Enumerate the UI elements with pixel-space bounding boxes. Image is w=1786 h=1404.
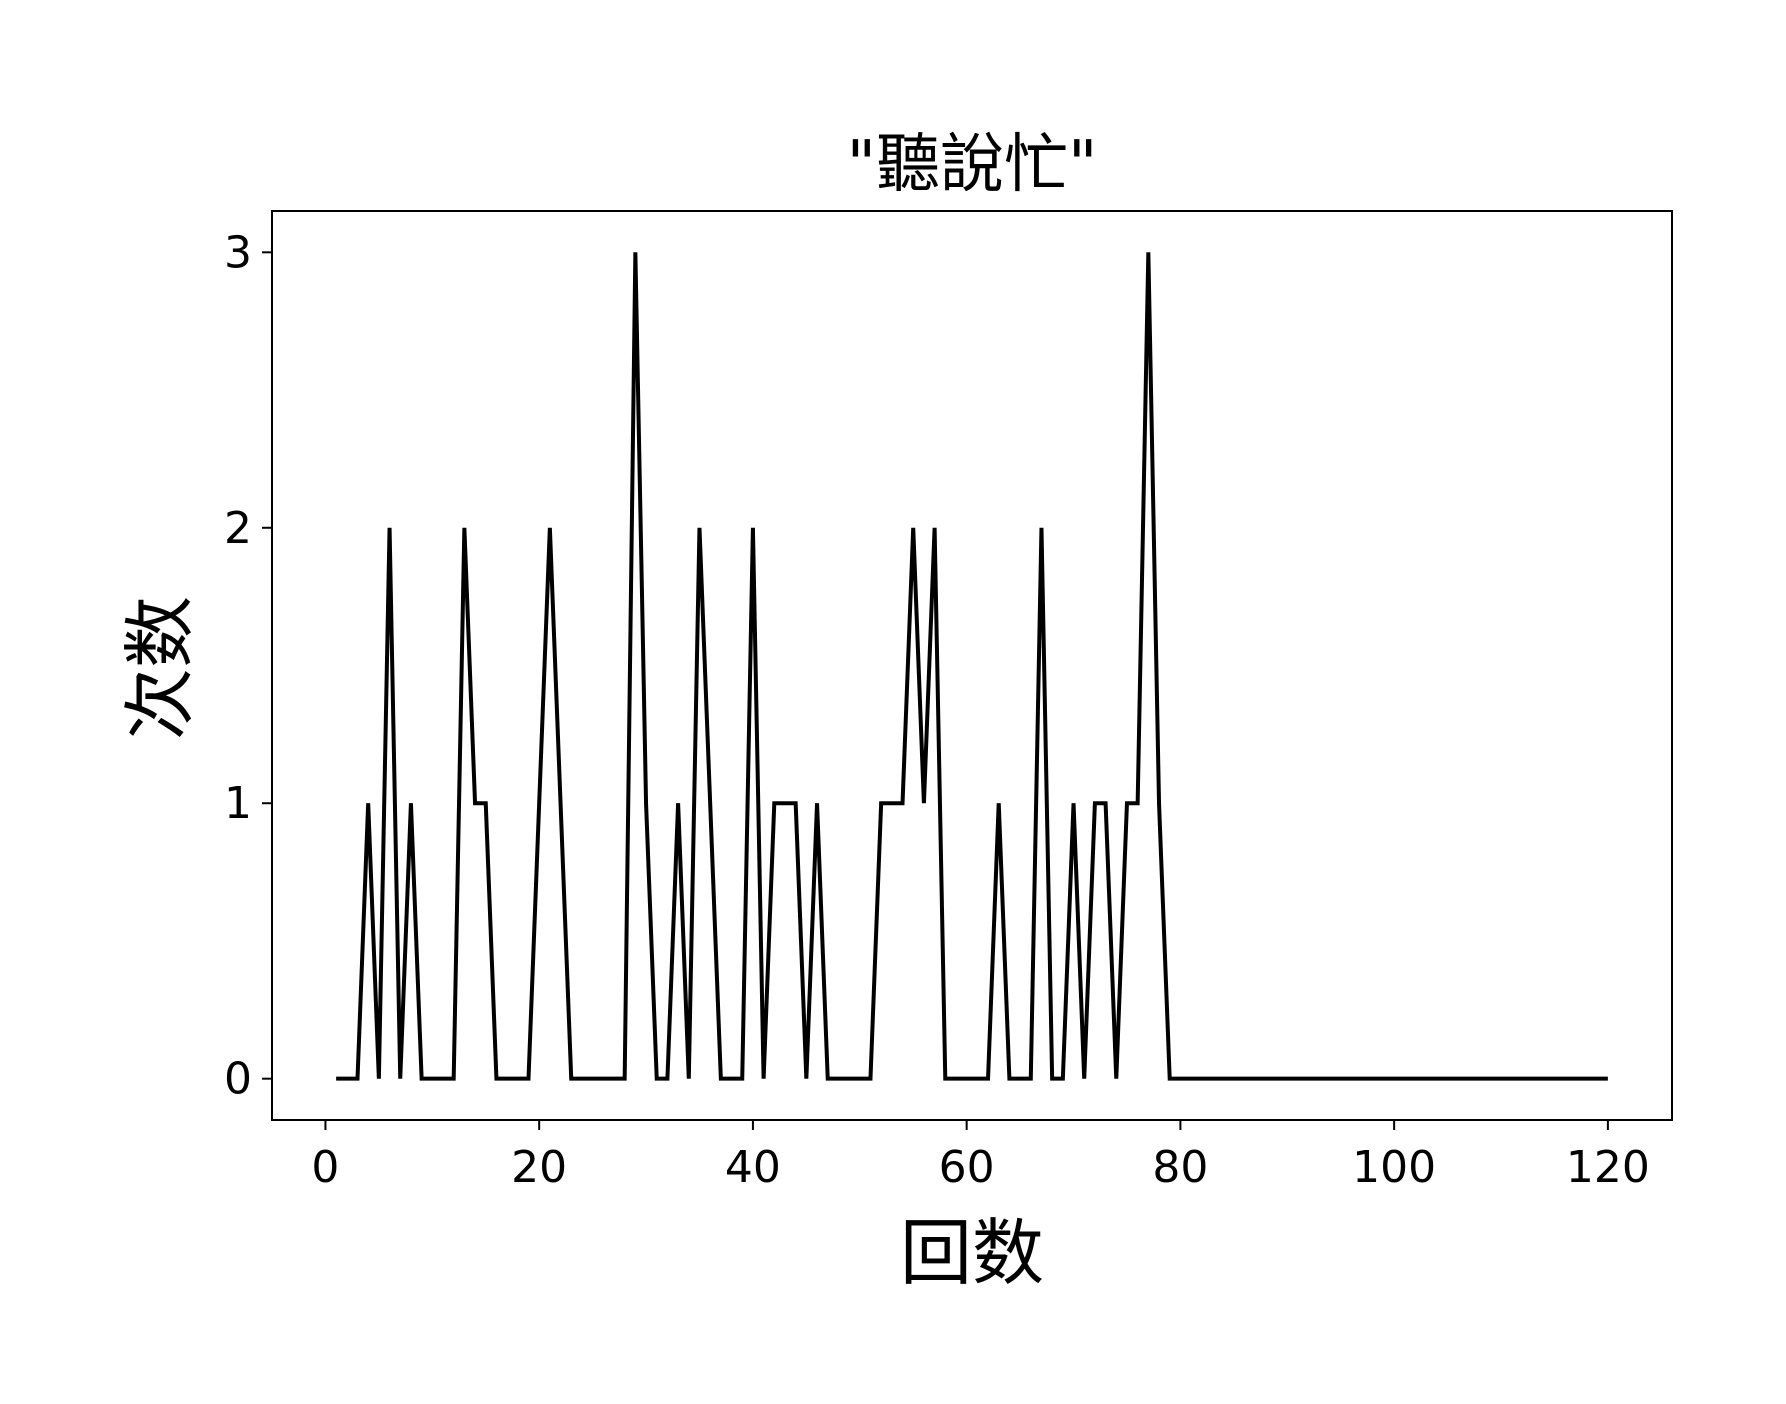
y-axis-label: 次数 bbox=[118, 596, 202, 740]
y-tick-label: 1 bbox=[224, 778, 252, 829]
x-tick-label: 80 bbox=[1152, 1142, 1208, 1193]
x-tick-label: 120 bbox=[1566, 1142, 1650, 1193]
y-axis-ticks: 0 1 2 3 bbox=[224, 227, 272, 1105]
y-tick-label: 2 bbox=[224, 503, 252, 554]
x-tick-label: 60 bbox=[939, 1142, 995, 1193]
x-axis-label: 回数 bbox=[900, 1211, 1044, 1295]
x-tick-label: 0 bbox=[311, 1142, 339, 1193]
x-tick-label: 20 bbox=[511, 1142, 567, 1193]
plot-area-frame bbox=[271, 210, 1673, 1121]
y-tick-label: 0 bbox=[224, 1054, 252, 1105]
x-axis-ticks: 0 20 40 60 80 100 120 bbox=[311, 1120, 1650, 1193]
x-tick-label: 100 bbox=[1352, 1142, 1436, 1193]
chart-title: "聽說忙" bbox=[847, 128, 1098, 202]
y-tick-label: 3 bbox=[224, 227, 252, 278]
x-tick-label: 40 bbox=[725, 1142, 781, 1193]
series-line bbox=[336, 252, 1608, 1081]
